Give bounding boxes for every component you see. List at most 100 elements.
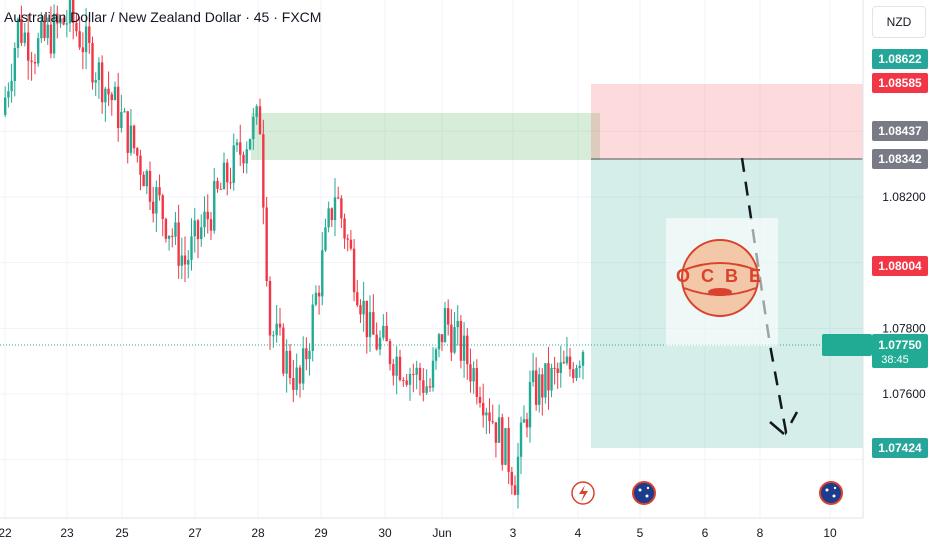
candle-body: [232, 145, 235, 183]
candle-body: [292, 378, 295, 390]
lightning-event-icon[interactable]: [571, 481, 595, 505]
candle-body: [575, 368, 578, 379]
candle-body: [288, 350, 292, 379]
candle-body: [46, 24, 49, 39]
candle-body: [245, 149, 248, 164]
price-label-box: [872, 73, 928, 93]
candle-body: [459, 320, 463, 361]
candle-body: [385, 325, 388, 342]
time-label: 25: [115, 526, 129, 540]
stop-loss-zone[interactable]: [591, 84, 863, 159]
candle-body: [43, 20, 46, 39]
candle-body: [565, 356, 569, 364]
candle-body: [84, 26, 88, 53]
candle-body: [174, 222, 177, 237]
candle-body: [559, 362, 562, 373]
candle-body: [556, 368, 559, 373]
candle-body: [362, 300, 365, 315]
candle-body: [453, 327, 456, 353]
candle-body: [7, 91, 10, 98]
candle-body: [572, 369, 575, 379]
candle-body: [388, 341, 392, 365]
candle-body: [200, 227, 203, 240]
time-label: 29: [314, 526, 328, 540]
candle-body: [164, 218, 168, 239]
time-label: 22: [0, 526, 12, 540]
candle-body: [346, 238, 349, 240]
candle-body: [158, 187, 161, 196]
price-label-box: [872, 49, 928, 69]
candle-body: [504, 428, 507, 465]
candle-body: [155, 187, 158, 214]
symbol-tag-box: [822, 334, 872, 356]
candle-body: [415, 367, 418, 375]
candle-body: [372, 312, 375, 335]
candle-body: [278, 323, 282, 328]
candle-body: [317, 292, 321, 297]
price-label: 1.08342: [878, 152, 922, 166]
price-tick: 1.07600: [882, 387, 926, 401]
candle-body: [553, 367, 556, 369]
currency-button[interactable]: NZD: [872, 6, 926, 38]
candle-body: [282, 327, 285, 374]
candle-body: [568, 356, 572, 370]
candle-body: [180, 255, 184, 266]
svg-text:O C B E: O C B E: [676, 266, 764, 286]
au-flag-icon[interactable]: [632, 481, 656, 505]
candle-body: [481, 402, 485, 416]
candle-body: [97, 62, 101, 81]
candle-body: [405, 380, 408, 385]
candle-body: [472, 368, 475, 382]
candle-body: [100, 62, 104, 103]
candle-body: [378, 337, 382, 350]
candle-body: [544, 363, 547, 398]
candle-body: [443, 308, 447, 343]
candle-body: [314, 292, 318, 305]
candle-body: [239, 142, 242, 155]
candle-body: [265, 207, 268, 282]
countdown-label: 38:45: [881, 354, 909, 366]
price-tick: 1.07800: [882, 321, 926, 335]
candle-body: [107, 88, 110, 95]
candle-body: [171, 235, 174, 237]
candle-body: [20, 18, 23, 43]
time-label: 10: [823, 526, 837, 540]
candle-body: [395, 356, 398, 376]
candle-body: [272, 335, 275, 337]
candle-body: [16, 18, 20, 48]
candle-body: [209, 219, 213, 231]
time-label: 28: [251, 526, 265, 540]
candle-body: [94, 80, 97, 83]
au-flag-icon[interactable]: [819, 481, 843, 505]
candle-body: [327, 208, 330, 228]
candle-body: [193, 220, 196, 237]
candle-body: [408, 373, 412, 385]
candle-body: [359, 305, 362, 315]
candle-body: [440, 334, 444, 343]
candle-body: [151, 201, 155, 214]
candle-body: [488, 412, 491, 422]
candle-body: [148, 170, 152, 202]
candle-body: [167, 235, 171, 239]
candle-body: [375, 334, 378, 350]
candle-body: [142, 174, 145, 187]
candle-body: [177, 222, 180, 266]
candle-body: [462, 335, 466, 361]
candle-body: [392, 364, 395, 376]
supply-zone[interactable]: [251, 113, 600, 160]
price-label-box: [872, 334, 928, 368]
candle-body: [485, 412, 488, 416]
candle-body: [538, 374, 541, 405]
price-label-box: [872, 149, 928, 169]
price-label: 1.07424: [878, 441, 922, 455]
candle-body: [91, 42, 94, 83]
candle-body: [116, 86, 120, 129]
candle-body: [522, 419, 526, 423]
candle-body: [226, 162, 229, 183]
candle-body: [183, 255, 187, 265]
candle-body: [308, 350, 311, 360]
candle-body: [507, 428, 510, 472]
time-axis[interactable]: 22 23 25 27 28 29 30 Jun 3 4 5 6 8 10: [0, 526, 837, 540]
